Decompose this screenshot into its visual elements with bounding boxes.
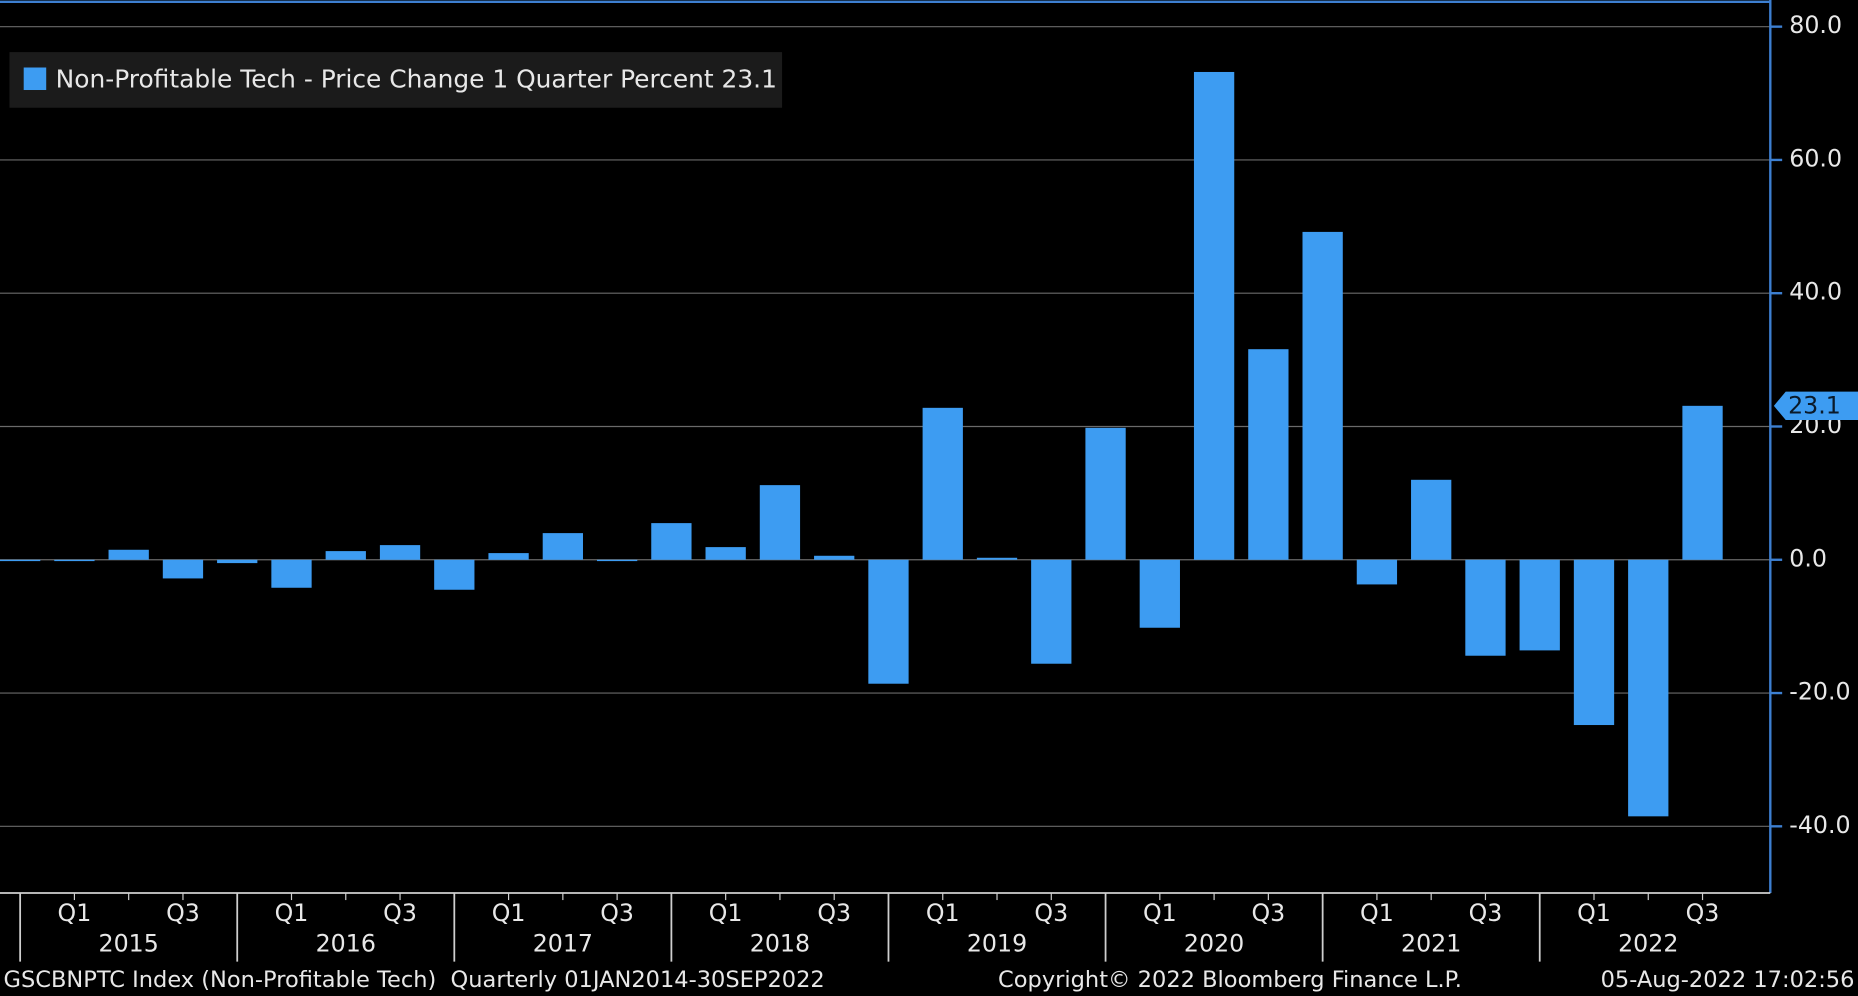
footer-left: GSCBNPTC Index (Non-Profitable Tech) Qua… <box>4 967 825 993</box>
x-tick-label: Q3 <box>1686 899 1720 927</box>
bar <box>217 559 258 564</box>
legend: Non-Profitable Tech - Price Change 1 Qua… <box>9 52 783 108</box>
bar <box>1248 349 1289 560</box>
year-label: 2019 <box>967 930 1027 958</box>
bar <box>1628 559 1669 817</box>
x-tick-label: Q1 <box>275 899 309 927</box>
year-label: 2015 <box>99 930 159 958</box>
last-value-tag: 23.1 <box>1773 391 1858 421</box>
bar <box>54 559 95 562</box>
y-tick-label: 40.0 <box>1789 278 1842 306</box>
bar <box>651 523 692 560</box>
bar <box>922 407 963 560</box>
y-tick-label: 80.0 <box>1789 11 1842 39</box>
x-tick-label: Q1 <box>709 899 743 927</box>
bars <box>0 71 1723 817</box>
x-tick-label: Q1 <box>1360 899 1394 927</box>
bar <box>1682 405 1723 560</box>
bar <box>162 559 204 579</box>
bar <box>271 559 312 588</box>
bar <box>596 559 638 562</box>
legend-entry: Non-Profitable Tech - Price Change 1 Qua… <box>56 65 777 94</box>
footer-center: Copyright© 2022 Bloomberg Finance L.P. <box>998 967 1462 993</box>
y-tick-label: -40.0 <box>1789 811 1850 839</box>
year-label: 2017 <box>533 930 593 958</box>
year-label: 2021 <box>1401 930 1461 958</box>
x-tick-label: Q3 <box>1034 899 1068 927</box>
y-tick-label: 0.0 <box>1789 544 1827 572</box>
x-tick-label: Q1 <box>1577 899 1611 927</box>
x-tick-label: Q3 <box>166 899 200 927</box>
bar <box>1411 479 1452 560</box>
x-tick-label: Q3 <box>383 899 417 927</box>
bar <box>542 533 583 560</box>
x-tick-label: Q1 <box>58 899 92 927</box>
bar <box>868 559 909 684</box>
x-tick-label: Q1 <box>926 899 960 927</box>
y-tick-label: -20.0 <box>1789 678 1850 706</box>
bar <box>1573 559 1615 726</box>
bar <box>1465 559 1506 656</box>
value-tag <box>1773 391 1858 421</box>
bar <box>488 553 529 560</box>
y-axis-labels: -40.0-20.00.020.040.060.080.0 <box>1770 11 1851 839</box>
footer-right: 05-Aug-2022 17:02:56 <box>1601 967 1855 993</box>
bar <box>379 545 421 560</box>
x-tick-label: Q1 <box>492 899 526 927</box>
x-tick-label: Q3 <box>1252 899 1286 927</box>
year-label: 2022 <box>1618 930 1678 958</box>
x-tick-label: Q3 <box>600 899 634 927</box>
bar <box>0 559 41 562</box>
year-label: 2018 <box>750 930 810 958</box>
year-label: 2016 <box>316 930 376 958</box>
bar <box>1139 559 1180 628</box>
legend-value: 23.1 <box>722 65 777 94</box>
legend-swatch <box>23 67 47 91</box>
year-label: 2020 <box>1184 930 1244 958</box>
bar <box>976 557 1018 560</box>
bar <box>1356 559 1398 585</box>
x-tick-label: Q3 <box>817 899 851 927</box>
bar <box>1193 71 1235 560</box>
y-tick-label: 60.0 <box>1789 144 1842 172</box>
bar <box>705 547 746 560</box>
x-tick-label: Q1 <box>1143 899 1177 927</box>
legend-name: Non-Profitable Tech - Price Change 1 Qua… <box>56 65 714 94</box>
bar <box>1085 427 1126 560</box>
bar <box>1031 559 1072 664</box>
x-tick-label: Q3 <box>1469 899 1503 927</box>
bar <box>1519 559 1560 651</box>
bar <box>325 551 366 560</box>
bar <box>108 549 149 560</box>
bar <box>434 559 475 590</box>
bar <box>759 485 801 560</box>
value-tag-label: 23.1 <box>1788 392 1841 420</box>
legend-box <box>9 52 783 108</box>
bar <box>814 555 855 560</box>
bar <box>1302 231 1343 560</box>
